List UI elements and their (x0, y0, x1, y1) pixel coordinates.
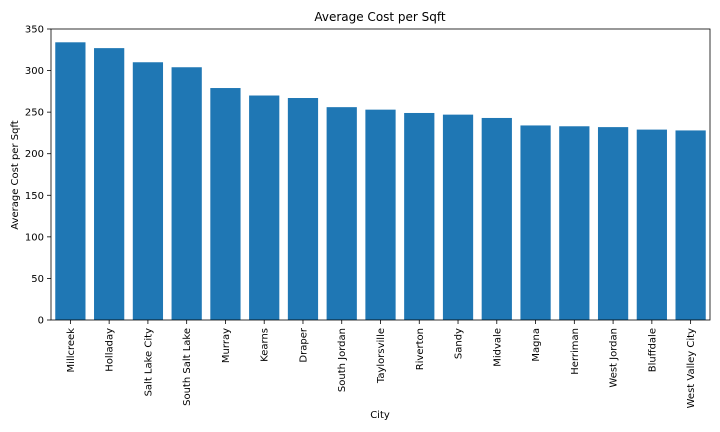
bar (636, 129, 667, 320)
bar (675, 130, 706, 320)
bars-group (55, 42, 706, 321)
x-tick-label: Murray (221, 328, 232, 363)
bar (365, 109, 396, 320)
bar (94, 48, 125, 320)
bar (520, 125, 551, 321)
x-tick-label: South Salt Lake (182, 328, 193, 406)
x-tick-label: West Valley City (686, 328, 697, 408)
y-tick-label: 300 (25, 66, 44, 77)
x-tick-label: West Jordan (609, 328, 620, 388)
bar (210, 88, 241, 320)
x-tick-label: Herriman (570, 328, 581, 375)
x-axis: Millcreek Holladay Salt Lake City South Sal… (66, 320, 697, 408)
bar (597, 127, 629, 320)
bar (132, 62, 164, 320)
y-tick-label: 150 (25, 191, 44, 202)
y-axis: 0 50 100 150 200 250 300 350 (25, 25, 51, 327)
plot-frame (50, 28, 711, 321)
x-tick-label: Draper (298, 327, 309, 362)
x-tick-label: Sandy (454, 328, 465, 359)
y-tick-label: 250 (25, 108, 44, 119)
bar (55, 42, 86, 320)
x-tick-label: Salt Lake City (143, 328, 154, 397)
x-tick-label: Holladay (105, 328, 116, 372)
y-tick-label: 200 (25, 149, 44, 160)
bar (481, 117, 512, 320)
y-tick-label: 50 (31, 274, 44, 285)
bar (559, 126, 590, 320)
y-tick-label: 100 (25, 232, 44, 243)
bar (442, 114, 474, 320)
chart-title: Average Cost per Sqft (314, 10, 446, 24)
y-tick-label: 350 (25, 25, 44, 36)
x-tick-label: South Jordan (337, 328, 348, 392)
x-tick-label: Midvale (492, 328, 503, 367)
bar (171, 67, 202, 320)
y-axis-label: Average Cost per Sqft (10, 120, 21, 229)
bar (326, 107, 357, 320)
x-tick-label: Magna (531, 328, 542, 362)
bar (404, 112, 435, 320)
x-tick-label: Taylorsville (376, 328, 387, 384)
bar (287, 98, 319, 320)
x-tick-label: Riverton (415, 328, 426, 370)
bar (249, 95, 280, 320)
x-axis-label: City (370, 410, 390, 421)
x-tick-label: Bluffdale (647, 328, 658, 372)
x-tick-label: Millcreek (66, 328, 77, 373)
x-tick-label: Kearns (260, 328, 271, 362)
y-tick-label: 0 (38, 316, 44, 327)
